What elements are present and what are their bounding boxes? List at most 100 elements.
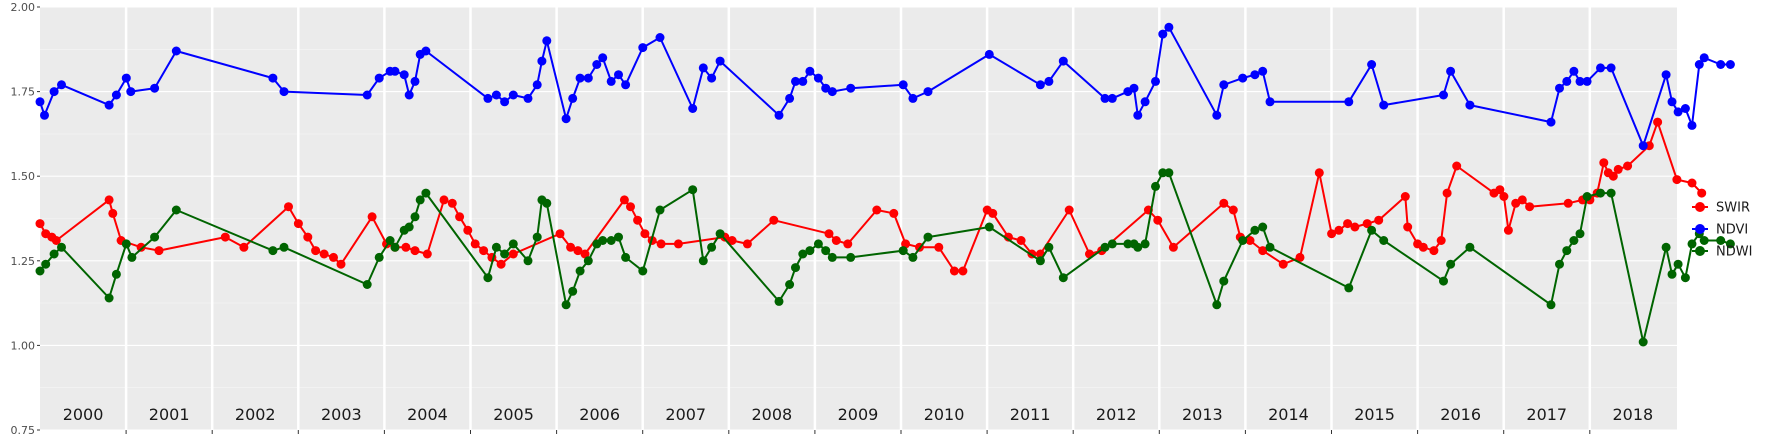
data-point — [566, 242, 576, 252]
year-label: 2001 — [149, 405, 190, 424]
data-point — [268, 73, 278, 83]
data-point — [171, 46, 181, 56]
data-point — [791, 263, 800, 273]
data-point — [1107, 93, 1117, 103]
data-point — [1555, 83, 1564, 93]
data-point — [1133, 242, 1143, 252]
data-point — [619, 195, 629, 205]
data-point — [688, 185, 698, 195]
legend-label-swir: SWIR — [1716, 201, 1750, 216]
data-point — [336, 259, 346, 269]
data-point — [984, 222, 994, 232]
data-point — [1653, 117, 1663, 127]
data-point — [1064, 205, 1074, 215]
data-point — [1562, 76, 1572, 86]
data-point — [580, 249, 590, 259]
data-point — [537, 56, 547, 66]
data-point — [872, 205, 882, 215]
data-point — [1672, 175, 1682, 185]
data-point — [698, 256, 708, 266]
data-point — [655, 33, 665, 42]
data-point — [598, 236, 608, 245]
data-point — [1219, 276, 1229, 286]
data-point — [555, 229, 565, 239]
data-point — [785, 93, 795, 103]
data-point — [279, 87, 289, 97]
legend-key-ndvi — [1695, 224, 1705, 234]
data-point — [410, 212, 420, 222]
data-point — [1245, 236, 1255, 245]
data-point — [958, 266, 968, 276]
data-point — [1725, 239, 1735, 249]
data-point — [1343, 219, 1353, 229]
data-point — [1429, 246, 1439, 256]
data-point — [49, 87, 59, 97]
data-point — [279, 242, 289, 252]
data-point — [293, 219, 303, 229]
data-point — [479, 246, 489, 256]
data-point — [1151, 76, 1160, 86]
data-point — [1035, 80, 1045, 90]
data-point — [1661, 70, 1671, 80]
data-point — [1133, 110, 1143, 120]
data-point — [633, 215, 643, 225]
data-point — [421, 46, 431, 56]
data-point — [1334, 225, 1344, 235]
data-point — [1716, 60, 1726, 69]
data-point — [1503, 225, 1513, 235]
data-point — [1546, 117, 1556, 127]
data-point — [707, 73, 717, 83]
data-point — [1367, 225, 1377, 235]
data-point — [1606, 188, 1616, 198]
data-point — [561, 114, 571, 124]
data-point — [154, 246, 164, 256]
data-point — [606, 76, 616, 86]
data-point — [1442, 188, 1452, 198]
data-point — [769, 215, 779, 225]
data-point — [843, 239, 853, 249]
data-point — [410, 246, 420, 256]
year-label: 2014 — [1268, 405, 1309, 424]
data-point — [1687, 178, 1697, 188]
data-point — [934, 242, 944, 252]
data-point — [798, 76, 808, 86]
data-point — [1562, 246, 1572, 256]
data-point — [827, 87, 837, 97]
data-point — [284, 202, 293, 212]
data-point — [715, 229, 725, 239]
data-point — [1238, 73, 1248, 83]
data-point — [491, 90, 501, 100]
year-label: 2010 — [924, 405, 965, 424]
data-point — [813, 239, 823, 249]
data-point — [831, 236, 841, 245]
data-point — [1499, 192, 1509, 201]
data-point — [483, 273, 493, 283]
data-point — [303, 232, 313, 242]
data-point — [127, 252, 137, 262]
data-point — [824, 229, 834, 239]
data-point — [1035, 256, 1045, 266]
legend-label-ndvi: NDVI — [1716, 223, 1748, 238]
data-point — [1362, 219, 1372, 229]
year-label: 2000 — [63, 405, 104, 424]
year-label: 2012 — [1096, 405, 1137, 424]
data-point — [1219, 198, 1229, 208]
data-point — [104, 195, 114, 205]
data-point — [573, 246, 583, 256]
data-point — [367, 212, 377, 222]
data-point — [1623, 161, 1633, 171]
data-point — [1350, 222, 1360, 232]
data-point — [1403, 222, 1413, 232]
data-point — [35, 266, 45, 276]
data-point — [374, 252, 384, 262]
data-point — [949, 266, 959, 276]
data-point — [707, 242, 717, 252]
data-point — [1687, 120, 1697, 130]
data-point — [908, 93, 918, 103]
legend: SWIR NDVI NDWI — [1692, 201, 1752, 260]
data-point — [1100, 242, 1110, 252]
data-point — [239, 242, 249, 252]
data-point — [785, 280, 795, 289]
data-point — [598, 53, 608, 63]
data-point — [583, 256, 593, 266]
